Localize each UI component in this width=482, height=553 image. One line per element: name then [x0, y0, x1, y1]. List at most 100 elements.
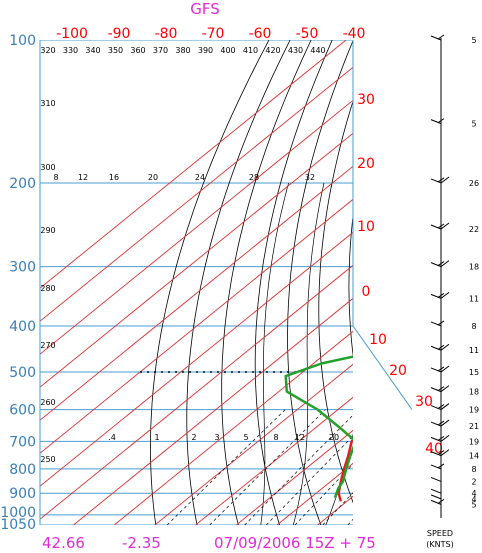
mixing-ratio-line: [266, 435, 353, 525]
wind-barb: 11: [430, 343, 479, 355]
right-temperature-label: 20: [357, 156, 375, 172]
top-temperature-label: -80: [155, 26, 178, 42]
footer-run: 07/09/2006 15Z + 75: [214, 534, 376, 552]
wind-speed-label: 15: [469, 368, 479, 377]
isotherm-line: [195, 396, 353, 525]
wind-barb-half: [437, 34, 445, 40]
wind-barb-flag: [440, 176, 450, 184]
mixing-ratio-label-lower: 8: [273, 433, 278, 442]
wind-speed-label: 5: [471, 500, 476, 509]
wind-barb-shaft: [430, 436, 442, 442]
mixing-ratio-line: [322, 492, 353, 525]
wind-barb-flag: [440, 403, 450, 410]
isotherm-line: [40, 66, 353, 322]
top-temperature-labels: -100 -90 -80 -70 -60 -50 -40: [56, 26, 365, 42]
theta-label: 330: [63, 46, 78, 55]
wind-barb-shaft: [430, 35, 442, 41]
isotherm-line: [113, 330, 353, 525]
wind-barb: 5: [430, 34, 477, 45]
isotherm-line: [40, 132, 353, 388]
wind-barb-shaft: [430, 224, 442, 230]
wind-speed-label: 22: [469, 225, 479, 234]
wind-barb: 18: [430, 260, 479, 272]
wind-barb: 19: [430, 434, 479, 446]
wind-barb-shaft: [430, 451, 442, 457]
theta-label: 410: [243, 46, 258, 55]
mixing-ratio-label-upper: 28: [249, 173, 259, 182]
wind-barb-shaft: [430, 421, 442, 427]
top-temperature-label: -50: [296, 26, 319, 42]
wind-barb-shaft: [430, 494, 442, 500]
wind-barb: 4: [430, 494, 477, 504]
isotherm-line: [317, 495, 353, 525]
top-temperature-label: -90: [108, 26, 131, 42]
wind-barb-shaft: [430, 345, 442, 351]
wind-barb: 11: [430, 291, 479, 303]
pressure-label: 400: [9, 319, 36, 335]
wind-barb: 5: [430, 118, 477, 129]
theta-label: 400: [220, 46, 235, 55]
wind-barb-half: [437, 435, 445, 441]
mixing-ratio-label-upper: 16: [109, 173, 119, 182]
wind-barb: 2: [430, 476, 477, 486]
wind-speed-label: 5: [471, 36, 476, 45]
theta-label: 380: [175, 46, 190, 55]
wind-speed-label: 5: [471, 120, 476, 129]
mixing-ratio-line: [381, 410, 482, 525]
mixing-ratio-label-upper: 12: [78, 173, 88, 182]
wind-speed-label: 8: [471, 465, 476, 474]
wind-barb-flag: [440, 449, 450, 456]
profile-dewpoint: [284, 355, 353, 499]
right-temperature-label: 0: [362, 284, 371, 300]
pressure-label: 300: [9, 260, 36, 276]
top-temperature-label: -70: [202, 26, 225, 42]
right-temperature-label: 10: [369, 332, 387, 348]
mixing-ratio-label-lower: 12: [295, 433, 305, 442]
theta-label-left: 260: [40, 398, 55, 407]
wind-axis-unit: (KNTS): [426, 540, 453, 549]
theta-label-left: 300: [40, 163, 55, 172]
chart-title: GFS: [190, 0, 220, 18]
wind-barb-half: [437, 320, 445, 326]
wind-barb-flag: [440, 343, 450, 351]
moist-adiabat-line: [260, 182, 289, 525]
mixing-ratio-line: [244, 414, 353, 525]
wind-barb-shaft: [430, 476, 442, 482]
wind-speed-label: 11: [469, 346, 479, 355]
wind-barb-shaft: [430, 262, 442, 268]
wind-speed-label: 19: [469, 406, 479, 415]
wind-barb-half: [437, 366, 445, 372]
isotherm-line: [276, 462, 353, 525]
wind-barb-half: [437, 498, 445, 504]
isotherm-line: [73, 297, 353, 525]
wind-barb-shaft: [430, 321, 442, 327]
theta-label: 360: [130, 46, 145, 55]
wind-speed-label: 4: [471, 489, 476, 498]
wind-speed-label: 2: [471, 477, 476, 486]
wind-barb: 15: [430, 365, 479, 377]
wind-speed-label: 18: [469, 263, 479, 272]
footer-lat: 42.66: [42, 534, 85, 552]
isotherm-line: [154, 363, 353, 525]
wind-speed-label: 4: [471, 495, 476, 504]
isotherm-line: [40, 231, 353, 487]
isotherm-line: [358, 40, 482, 525]
wind-speed-label: 11: [469, 294, 479, 303]
mixing-ratio-labels: 8 12 16 20 24 28 32.4 1 2 3 5 8 12 20: [53, 173, 339, 442]
wind-barb: 14: [430, 449, 479, 461]
wind-barb: 22: [430, 222, 479, 234]
dry-adiabat-line: [150, 40, 270, 525]
pressure-label: 100: [9, 33, 36, 49]
wind-speed-label: 26: [469, 179, 479, 188]
theta-label-left: 270: [40, 341, 55, 350]
right-temperature-label: 20: [389, 363, 407, 379]
wind-barb-shaft: [430, 464, 442, 470]
wind-barb-shaft: [430, 387, 442, 393]
wind-speed-label: 14: [469, 452, 479, 461]
wind-barb: 18: [430, 385, 479, 397]
wind-barb-shaft: [430, 488, 442, 494]
wind-barb-half: [437, 292, 445, 298]
pressure-label: 200: [9, 176, 36, 192]
